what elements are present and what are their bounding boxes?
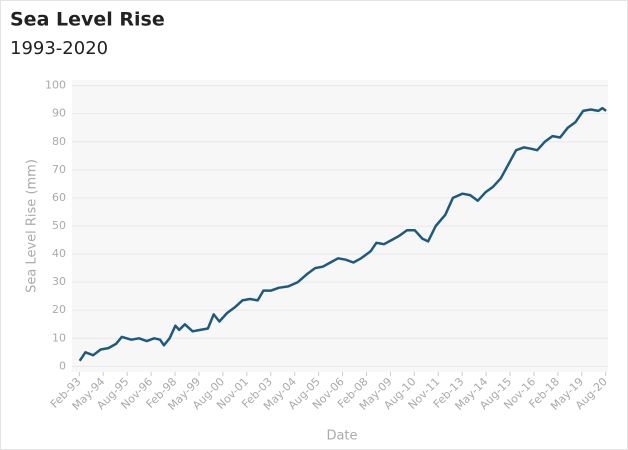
y-tick-label: 40 (52, 247, 66, 260)
x-axis-label: Date (326, 429, 357, 444)
y-tick-label: 100 (45, 79, 66, 92)
y-tick-label: 50 (52, 219, 66, 232)
y-tick-label: 30 (52, 275, 66, 288)
y-tick-label: 10 (52, 331, 66, 344)
chart-title: Sea Level Rise (10, 9, 165, 31)
y-tick-label: 20 (52, 303, 66, 316)
y-tick-label: 0 (59, 359, 66, 372)
y-tick-label: 90 (52, 107, 66, 120)
line (78, 106, 607, 362)
chart-subtitle: 1993-2020 (10, 38, 108, 59)
y-axis-label: Sea Level Rise (mm) (25, 159, 40, 293)
y-tick-label: 80 (52, 135, 66, 148)
y-tick-label: 70 (52, 163, 66, 176)
y-tick-label: 60 (52, 191, 66, 204)
